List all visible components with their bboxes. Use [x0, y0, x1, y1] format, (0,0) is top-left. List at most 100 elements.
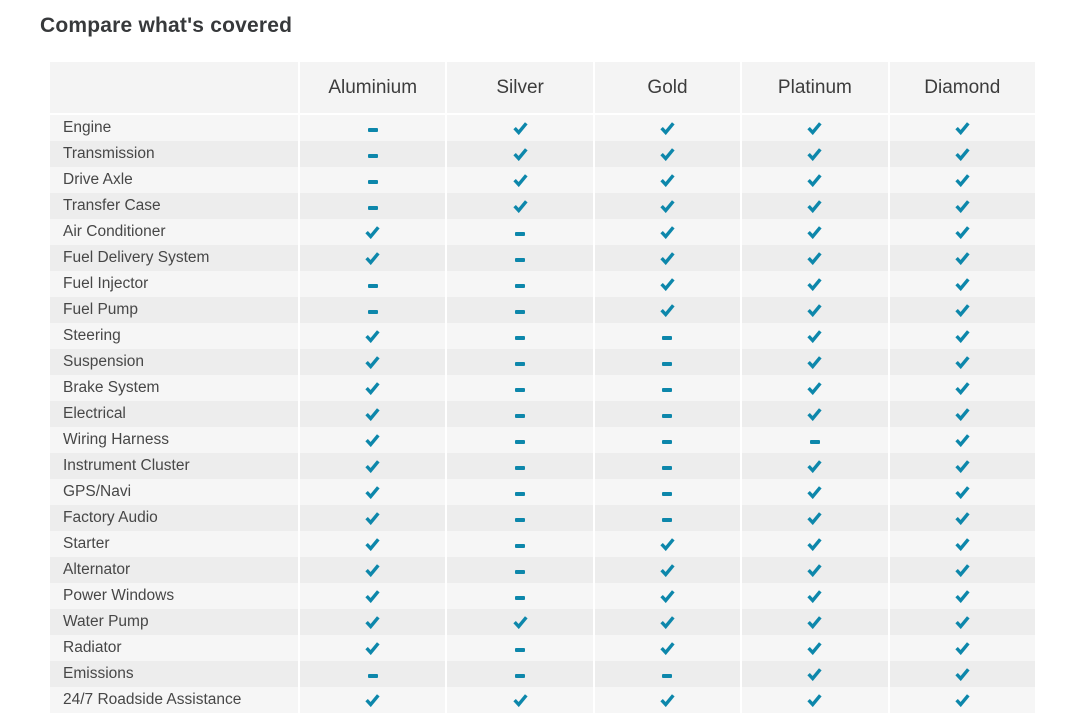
coverage-cell: [742, 349, 888, 375]
check-icon: [955, 667, 970, 681]
coverage-cell: [594, 323, 741, 349]
row-label: Brake System: [50, 375, 298, 401]
coverage-cell: [742, 583, 888, 609]
check-icon: [955, 121, 970, 135]
coverage-cell: [447, 193, 593, 219]
coverage-cell: [447, 453, 593, 479]
coverage-cell: [300, 401, 446, 427]
dash-icon: [367, 284, 378, 288]
check-icon: [660, 615, 675, 629]
dash-icon: [515, 544, 526, 548]
coverage-cell: [742, 531, 888, 557]
coverage-cell: [447, 271, 593, 297]
check-icon: [660, 173, 675, 187]
row-label: Starter: [50, 531, 298, 557]
dash-icon: [515, 336, 526, 340]
check-icon: [365, 589, 380, 603]
dash-icon: [515, 570, 526, 574]
check-icon: [807, 407, 823, 421]
row-label: Electrical: [50, 401, 298, 427]
check-icon: [807, 251, 823, 265]
coverage-cell: [594, 375, 741, 401]
coverage-cell: [742, 375, 888, 401]
check-icon: [365, 407, 380, 421]
check-icon: [660, 251, 675, 265]
check-icon: [807, 147, 823, 161]
coverage-cell: [300, 427, 446, 453]
coverage-cell: [742, 401, 888, 427]
check-icon: [955, 381, 970, 395]
check-icon: [955, 485, 970, 499]
check-icon: [660, 537, 675, 551]
check-icon: [365, 511, 380, 525]
check-icon: [660, 121, 675, 135]
check-icon: [660, 641, 675, 655]
row-label: Transmission: [50, 141, 298, 167]
dash-icon: [515, 466, 526, 470]
coverage-cell: [447, 687, 593, 713]
row-label: Fuel Injector: [50, 271, 298, 297]
coverage-cell: [889, 375, 1035, 401]
coverage-cell: [889, 557, 1035, 583]
dash-icon: [515, 596, 526, 600]
coverage-cell: [889, 583, 1035, 609]
row-label: Fuel Delivery System: [50, 245, 298, 271]
check-icon: [660, 147, 675, 161]
row-label: 24/7 Roadside Assistance: [50, 687, 298, 713]
coverage-cell: [742, 297, 888, 323]
coverage-cell: [889, 193, 1035, 219]
check-icon: [955, 173, 970, 187]
coverage-cell: [300, 245, 446, 271]
check-icon: [807, 615, 823, 629]
coverage-cell: [594, 479, 741, 505]
coverage-cell: [300, 349, 446, 375]
coverage-cell: [594, 271, 741, 297]
table-row: Power Windows: [50, 583, 1035, 609]
coverage-cell: [889, 635, 1035, 661]
table-row: Fuel Delivery System: [50, 245, 1035, 271]
coverage-cell: [447, 297, 593, 323]
table-row: Transmission: [50, 141, 1035, 167]
coverage-cell: [742, 687, 888, 713]
coverage-cell: [594, 141, 741, 167]
table-row: Fuel Pump: [50, 297, 1035, 323]
check-icon: [955, 615, 970, 629]
dash-icon: [662, 674, 673, 678]
coverage-cell: [889, 505, 1035, 531]
coverage-cell: [594, 453, 741, 479]
check-icon: [955, 537, 970, 551]
coverage-cell: [594, 115, 741, 141]
coverage-cell: [889, 323, 1035, 349]
check-icon: [660, 693, 675, 707]
dash-icon: [367, 154, 378, 158]
table-row: Suspension: [50, 349, 1035, 375]
dash-icon: [367, 674, 378, 678]
check-icon: [807, 277, 823, 291]
row-label: Factory Audio: [50, 505, 298, 531]
dash-icon: [515, 674, 526, 678]
coverage-cell: [447, 375, 593, 401]
dash-icon: [515, 492, 526, 496]
coverage-cell: [300, 323, 446, 349]
row-label: Drive Axle: [50, 167, 298, 193]
coverage-cell: [742, 609, 888, 635]
coverage-cell: [300, 505, 446, 531]
coverage-cell: [594, 531, 741, 557]
row-label: Engine: [50, 115, 298, 141]
dash-icon: [367, 128, 378, 132]
column-header-platinum: Platinum: [742, 62, 888, 113]
check-icon: [512, 147, 528, 161]
check-icon: [955, 277, 970, 291]
coverage-cell: [594, 505, 741, 531]
check-icon: [807, 563, 823, 577]
coverage-cell: [594, 661, 741, 687]
coverage-cell: [889, 531, 1035, 557]
check-icon: [660, 199, 675, 213]
coverage-cell: [594, 609, 741, 635]
table-row: GPS/Navi: [50, 479, 1035, 505]
check-icon: [365, 485, 380, 499]
check-icon: [807, 537, 823, 551]
check-icon: [512, 693, 528, 707]
check-icon: [365, 615, 380, 629]
table-row: Water Pump: [50, 609, 1035, 635]
